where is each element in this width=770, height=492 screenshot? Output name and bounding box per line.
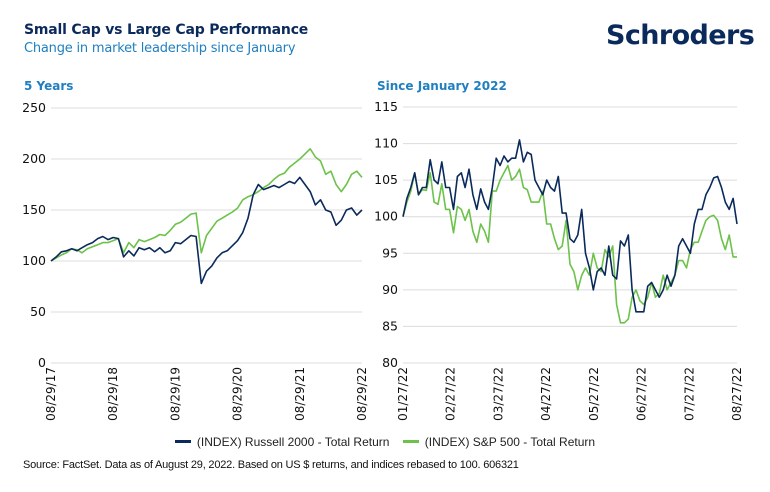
left-russell-2000-line	[50, 176, 363, 285]
x-tick-label: 08/29/22	[355, 367, 369, 421]
schroders-logo: Schroders	[606, 20, 755, 51]
x-tick-label: 08/29/17	[44, 367, 58, 421]
panel-title-since-january: Since January 2022	[377, 79, 507, 93]
y-tick-label: 50	[30, 304, 46, 319]
y-tick-label: 85	[382, 318, 398, 333]
y-tick-label: 95	[382, 245, 398, 260]
legend-swatch-sp500	[402, 440, 419, 443]
y-tick-label: 115	[374, 99, 398, 114]
y-tick-label: 0	[38, 355, 46, 370]
y-tick-label: 100	[374, 209, 398, 224]
y-tick-label: 150	[22, 202, 46, 217]
y-tick-label: 250	[22, 100, 46, 115]
right-russell-2000-line	[402, 139, 738, 313]
y-tick-label: 200	[22, 151, 46, 166]
x-tick-label: 08/29/19	[168, 367, 182, 421]
y-tick-label: 80	[382, 355, 398, 370]
x-tick-label: 02/27/22	[444, 367, 458, 421]
legend: (INDEX) Russell 2000 - Total Return (IND…	[0, 432, 770, 449]
left-sp500-line	[50, 148, 363, 262]
panel-title-5-years: 5 Years	[24, 79, 74, 93]
x-tick-label: 01/27/22	[396, 367, 410, 421]
legend-swatch-russell	[174, 440, 191, 443]
chart-title: Small Cap vs Large Cap Performance	[24, 22, 309, 38]
x-tick-label: 03/27/22	[491, 367, 505, 421]
x-tick-label: 08/27/22	[730, 367, 744, 421]
legend-label-sp500: (INDEX) S&P 500 - Total Return	[424, 434, 596, 449]
right-sp500-line	[402, 164, 737, 324]
legend-item-sp500: (INDEX) S&P 500 - Total Return	[402, 434, 596, 449]
x-tick-label: 08/29/20	[231, 367, 245, 421]
x-tick-label: 07/27/22	[682, 367, 696, 421]
legend-item-russell: (INDEX) Russell 2000 - Total Return	[174, 434, 390, 449]
y-tick-label: 110	[374, 136, 398, 151]
y-tick-label: 100	[22, 253, 46, 268]
legend-label-russell: (INDEX) Russell 2000 - Total Return	[196, 434, 390, 449]
x-tick-label: 06/27/22	[635, 367, 649, 421]
y-tick-label: 90	[382, 282, 398, 297]
x-tick-label: 04/27/22	[539, 367, 553, 421]
source-note: Source: FactSet. Data as of August 29, 2…	[23, 459, 519, 471]
x-tick-label: 08/29/18	[106, 367, 120, 421]
chart-subtitle: Change in market leadership since Januar…	[24, 41, 296, 56]
x-tick-label: 05/27/22	[587, 367, 601, 421]
x-tick-label: 08/29/21	[293, 367, 307, 421]
y-tick-label: 105	[374, 172, 398, 187]
